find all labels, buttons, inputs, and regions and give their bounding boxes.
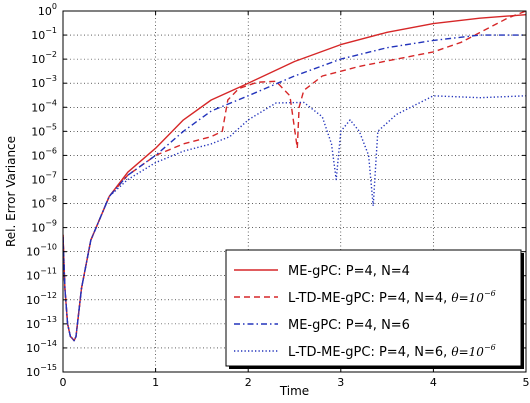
y-tick-label: 10−5 (31, 122, 57, 138)
x-tick-label: 0 (60, 376, 67, 389)
y-tick-label: 10−8 (31, 195, 57, 211)
legend-label: ME-gPC: P=4, N=4 (288, 264, 410, 279)
y-tick-label: 10−9 (31, 219, 57, 235)
y-tick-label: 10−11 (26, 267, 57, 283)
x-tick-label: 2 (245, 376, 252, 389)
y-tick-label: 10−7 (31, 170, 57, 186)
x-tick-label: 3 (337, 376, 344, 389)
x-tick-label: 4 (430, 376, 437, 389)
y-tick-label: 10−3 (31, 74, 57, 90)
legend-label: ME-gPC: P=4, N=6 (288, 318, 410, 333)
series-layer (63, 11, 526, 342)
y-tick-label: 10−12 (26, 291, 57, 307)
x-tick-label: 5 (523, 376, 530, 389)
x-tick-label: 1 (152, 376, 159, 389)
y-tick-label: 10−14 (26, 339, 57, 355)
legend-label: L-TD-ME-gPC: P=4, N=4, θ=10−6 (288, 289, 496, 306)
y-tick-label: 10−15 (26, 363, 57, 379)
y-tick-label: 10−10 (26, 243, 57, 259)
series-line-4 (63, 95, 526, 342)
series-line-2 (63, 11, 526, 342)
y-tick-label: 10−1 (31, 26, 57, 42)
plot-frame (62, 10, 527, 373)
y-tick-label: 10−13 (26, 315, 57, 331)
axis-ticks: 0 1 2 3 4 5 100 10−1 10−2 10−3 10−4 10−5 10−6 10−7 10−… (26, 2, 529, 389)
legend-label: L-TD-ME-gPC: P=4, N=6, θ=10−6 (288, 343, 496, 360)
legend: ME-gPC: P=4, N=4 L-TD-ME-gPC: P=4, N=4, θ… (225, 249, 524, 369)
y-axis-label: Rel. Error Variance (4, 136, 18, 247)
x-axis-label: Time (279, 384, 309, 398)
y-tick-label: 10−4 (31, 98, 57, 114)
y-tick-label: 100 (38, 2, 57, 18)
y-tick-label: 10−6 (31, 146, 57, 162)
y-tick-label: 10−2 (31, 50, 57, 66)
